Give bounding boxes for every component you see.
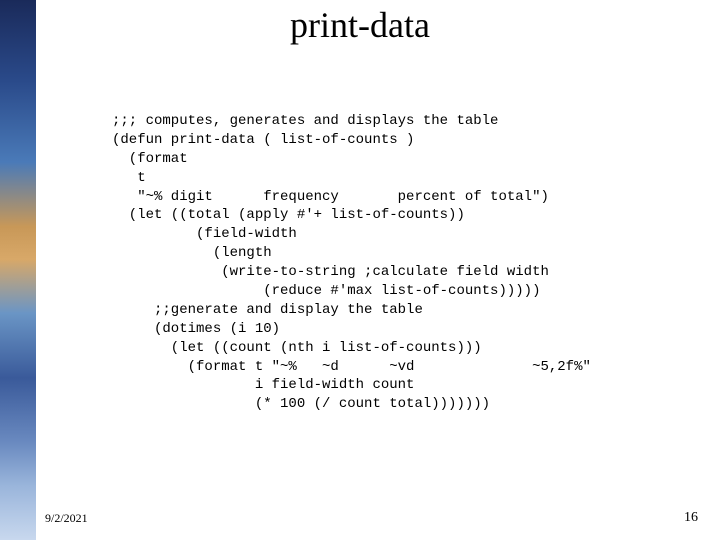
slide-sidebar-decoration [0,0,36,540]
code-block: ;;; computes, generates and displays the… [112,112,591,414]
slide-title: print-data [0,4,720,46]
footer-page-number: 16 [684,510,698,526]
footer-date: 9/2/2021 [45,511,88,526]
